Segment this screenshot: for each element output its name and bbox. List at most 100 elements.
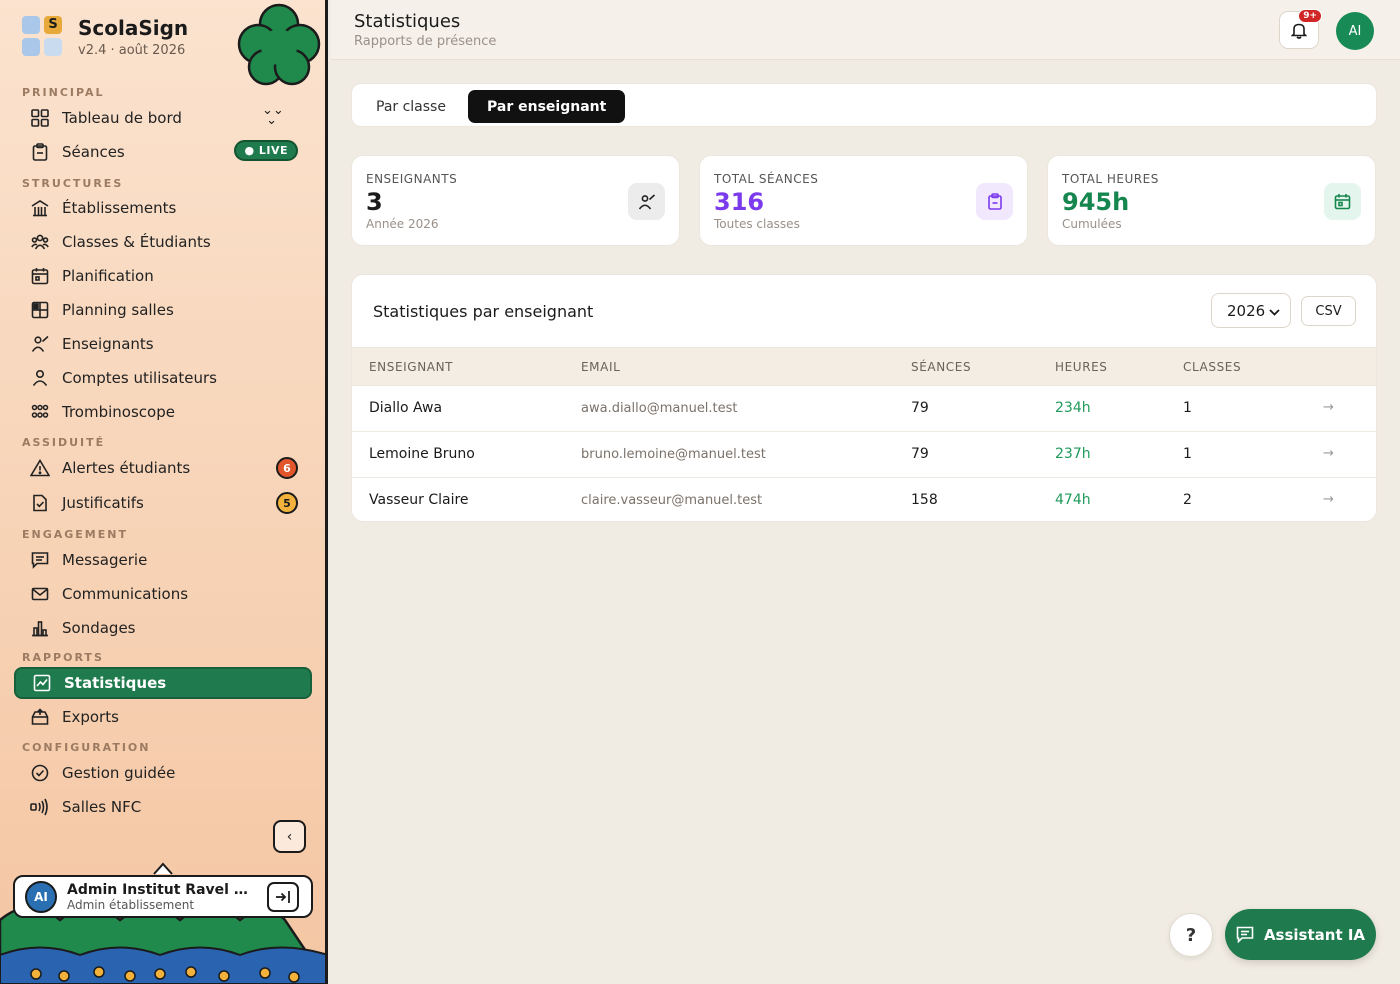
sidebar-item-planning-salles[interactable]: Planning salles (14, 294, 312, 326)
teacher-icon (30, 334, 50, 354)
check-circle-icon (30, 763, 50, 783)
sidebar-item-label: Planning salles (62, 301, 174, 319)
bar-chart-icon (30, 618, 50, 638)
sidebar-item-label: Communications (62, 585, 189, 603)
sidebar-item-seances[interactable]: Séances ● LIVE (14, 136, 312, 168)
teacher-email: awa.diallo@manuel.test (581, 401, 738, 416)
section-configuration: CONFIGURATION (22, 741, 151, 754)
teacher-sessions: 79 (911, 400, 929, 416)
csv-export-button[interactable]: CSV (1301, 296, 1356, 326)
stat-value: 945h (1062, 188, 1130, 216)
sidebar-item-messagerie[interactable]: Messagerie (14, 544, 312, 576)
section-assiduite: ASSIDUITÉ (22, 436, 106, 449)
collapse-sidebar-button[interactable]: ‹ (273, 820, 306, 853)
section-engagement: ENGAGEMENT (22, 528, 128, 541)
app-name: ScolaSign (78, 16, 189, 40)
sidebar-item-exports[interactable]: Exports (14, 701, 312, 733)
chat-bubble-icon (30, 550, 50, 570)
avatar[interactable]: AI (1336, 12, 1374, 50)
stat-note: Année 2026 (366, 217, 439, 231)
sidebar-item-label: Comptes utilisateurs (62, 369, 217, 387)
sidebar-item-sondages[interactable]: Sondages (14, 612, 312, 644)
user-icon (30, 368, 50, 388)
stat-note: Cumulées (1062, 217, 1122, 231)
column-header-teacher[interactable]: ENSEIGNANT (369, 360, 454, 374)
live-badge: ● LIVE (234, 140, 298, 161)
arrow-right-icon[interactable]: → (1323, 400, 1334, 415)
section-structures: STRUCTURES (22, 177, 124, 190)
stat-note: Toutes classes (714, 217, 800, 231)
avatar: AI (25, 880, 57, 913)
teacher-sessions: 158 (911, 492, 938, 508)
help-button[interactable]: ? (1169, 913, 1213, 957)
tab-par-classe[interactable]: Par classe (376, 98, 446, 115)
logout-icon (276, 891, 290, 903)
sidebar-item-label: Messagerie (62, 551, 148, 569)
sidebar-item-trombinoscope[interactable]: Trombinoscope (14, 396, 312, 428)
building-icon (30, 198, 50, 218)
sidebar-item-label: Séances (62, 143, 125, 161)
sidebar-item-label: Sondages (62, 619, 136, 637)
stat-label: ENSEIGNANTS (366, 172, 458, 186)
sidebar-item-enseignants[interactable]: Enseignants (14, 328, 312, 360)
section-principal: PRINCIPAL (22, 86, 105, 99)
chevron-left-icon: ‹ (286, 828, 293, 845)
sidebar-item-gestion-guidee[interactable]: Gestion guidée (14, 757, 312, 789)
sidebar-item-tableau-de-bord[interactable]: Tableau de bord (14, 102, 312, 134)
calendar-icon (1324, 183, 1361, 220)
sidebar-item-label: Trombinoscope (62, 403, 175, 421)
logout-button[interactable] (267, 882, 299, 912)
column-header-sessions[interactable]: SÉANCES (911, 360, 972, 374)
bell-icon (1291, 23, 1307, 39)
sidebar-item-label: Enseignants (62, 335, 154, 353)
teacher-email: claire.vasseur@manuel.test (581, 493, 763, 508)
year-select[interactable]: 2026 (1211, 293, 1291, 328)
table-row[interactable]: Vasseur Claire claire.vasseur@manuel.tes… (352, 478, 1376, 521)
sidebar-item-label: Statistiques (64, 674, 167, 692)
notification-count-badge: 9+ (1298, 9, 1322, 23)
sidebar-item-classes-etudiants[interactable]: Classes & Étudiants (14, 226, 312, 258)
sidebar-item-etablissements[interactable]: Établissements (14, 192, 312, 224)
teacher-sessions: 79 (911, 446, 929, 462)
chat-bubble-icon (1236, 926, 1254, 943)
sidebar-item-label: Alertes étudiants (62, 459, 191, 477)
export-box-icon (30, 707, 50, 727)
stat-card-enseignants: ENSEIGNANTS 3 Année 2026 (351, 155, 680, 246)
table-row[interactable]: Diallo Awa awa.diallo@manuel.test 79 234… (352, 386, 1376, 432)
tab-par-enseignant[interactable]: Par enseignant (468, 90, 626, 123)
column-header-email[interactable]: EMAIL (581, 360, 621, 374)
warning-triangle-icon (30, 458, 50, 478)
sidebar-item-statistiques[interactable]: Statistiques (14, 667, 312, 699)
table-row[interactable]: Lemoine Bruno bruno.lemoine@manuel.test … (352, 432, 1376, 478)
teacher-name: Vasseur Claire (369, 492, 469, 508)
sidebar-item-alertes-etudiants[interactable]: Alertes étudiants 6 (14, 452, 312, 484)
user-card[interactable]: AI Admin Institut Ravel For... Admin éta… (13, 875, 313, 918)
users-group-icon (30, 232, 50, 252)
top-header: Statistiques Rapports de présence 9+ AI (331, 0, 1400, 60)
arrow-right-icon[interactable]: → (1323, 446, 1334, 461)
sidebar-item-salles-nfc[interactable]: Salles NFC (14, 791, 312, 823)
stat-label: TOTAL SÉANCES (714, 172, 819, 186)
sidebar-item-planification[interactable]: Planification (14, 260, 312, 292)
sidebar-item-communications[interactable]: Communications (14, 578, 312, 610)
stat-value: 3 (366, 188, 383, 216)
teacher-classes: 1 (1183, 446, 1192, 462)
assistant-ia-button[interactable]: Assistant IA (1225, 909, 1376, 960)
sidebar-item-label: Gestion guidée (62, 764, 176, 782)
column-header-hours[interactable]: HEURES (1055, 360, 1108, 374)
stat-label: TOTAL HEURES (1062, 172, 1159, 186)
notifications-button[interactable]: 9+ (1279, 9, 1322, 49)
sidebar-item-label: Tableau de bord (62, 109, 182, 127)
sidebar-item-label: Salles NFC (62, 798, 142, 816)
collapse-sections-icon[interactable]: ⌄⌄ ⌄ (262, 103, 284, 128)
sidebar-item-justificatifs[interactable]: Justificatifs 5 (14, 487, 312, 519)
user-role: Admin établissement (67, 897, 195, 912)
brand[interactable]: S ScolaSign v2.4 · août 2026 (22, 16, 188, 58)
teacher-hours: 234h (1055, 400, 1091, 416)
teacher-hours: 474h (1055, 492, 1091, 508)
sidebar-item-comptes-utilisateurs[interactable]: Comptes utilisateurs (14, 362, 312, 394)
view-tabs: Par classe Par enseignant (351, 83, 1377, 127)
column-header-classes[interactable]: CLASSES (1183, 360, 1242, 374)
arrow-right-icon[interactable]: → (1323, 492, 1334, 507)
sidebar: S ScolaSign v2.4 · août 2026 ⌄⌄ ⌄ PRINCI… (0, 0, 328, 984)
